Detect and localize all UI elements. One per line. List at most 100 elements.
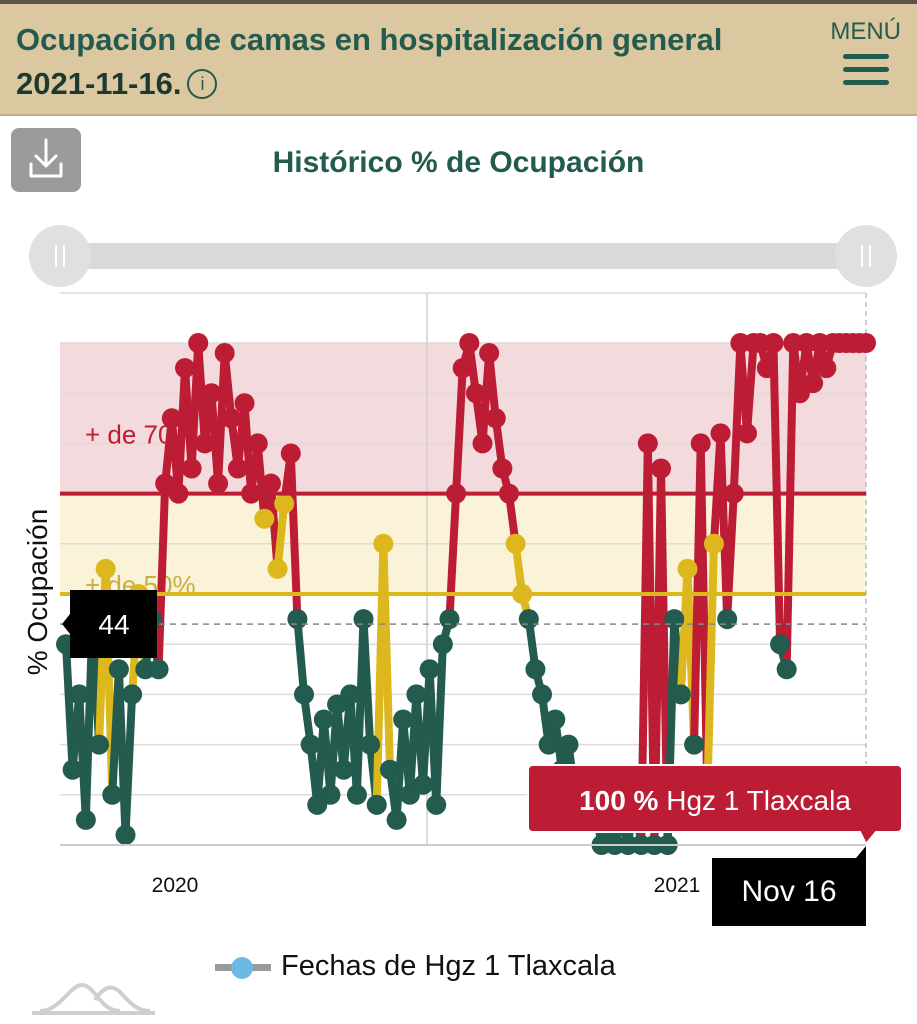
data-point[interactable] [148, 659, 169, 680]
data-point[interactable] [313, 709, 334, 730]
data-point[interactable] [816, 358, 837, 379]
title-date: 2021-11-16. [16, 66, 182, 101]
data-point[interactable] [505, 533, 526, 554]
page-title: Ocupación de camas en hospitalización ge… [16, 18, 806, 106]
data-point[interactable] [432, 634, 453, 655]
data-point[interactable] [670, 684, 691, 705]
legend-item[interactable]: Fechas de Hgz 1 Tlaxcala [215, 950, 616, 983]
series-segment [743, 342, 758, 434]
data-point[interactable] [227, 458, 248, 479]
data-point[interactable] [108, 659, 129, 680]
data-point[interactable] [413, 774, 434, 795]
data-point[interactable] [175, 358, 196, 379]
data-point[interactable] [651, 458, 672, 479]
data-point[interactable] [320, 784, 341, 805]
data-point[interactable] [333, 759, 354, 780]
data-point[interactable] [710, 423, 731, 444]
data-point[interactable] [69, 684, 90, 705]
data-point[interactable] [62, 759, 83, 780]
data-point[interactable] [161, 408, 182, 429]
chart-title: Histórico % de Ocupación [272, 146, 645, 179]
legend-label: Fechas de Hgz 1 Tlaxcala [281, 950, 616, 982]
data-point[interactable] [703, 533, 724, 554]
data-point[interactable] [465, 383, 486, 404]
data-point[interactable] [353, 609, 374, 630]
data-point[interactable] [684, 734, 705, 755]
range-handle-right[interactable] [835, 225, 897, 287]
data-point[interactable] [717, 609, 738, 630]
data-point[interactable] [102, 784, 123, 805]
data-point[interactable] [419, 659, 440, 680]
data-point[interactable] [406, 684, 427, 705]
data-point[interactable] [234, 393, 255, 414]
data-point[interactable] [287, 609, 308, 630]
data-point[interactable] [479, 343, 500, 364]
data-point[interactable] [763, 333, 784, 353]
range-slider-track[interactable] [60, 243, 866, 269]
data-point[interactable] [214, 343, 235, 364]
data-point[interactable] [538, 734, 559, 755]
data-point[interactable] [247, 433, 268, 454]
legend-symbol [215, 956, 271, 979]
data-point[interactable] [280, 443, 301, 464]
tooltip-box [527, 764, 903, 846]
data-point[interactable] [188, 333, 209, 353]
menu-button[interactable]: MENÚ [830, 18, 901, 85]
data-point[interactable] [803, 373, 824, 394]
data-point[interactable] [346, 784, 367, 805]
data-point[interactable] [525, 659, 546, 680]
data-point[interactable] [856, 333, 876, 353]
data-point[interactable] [221, 408, 242, 429]
data-point[interactable] [267, 558, 288, 579]
data-point[interactable] [360, 734, 381, 755]
data-point[interactable] [485, 408, 506, 429]
data-point[interactable] [181, 458, 202, 479]
menu-label: MENÚ [830, 18, 901, 45]
data-point[interactable] [532, 684, 553, 705]
data-point[interactable] [459, 333, 480, 353]
data-point[interactable] [340, 684, 361, 705]
data-point[interactable] [558, 734, 579, 755]
data-point[interactable] [776, 659, 797, 680]
data-point[interactable] [386, 809, 407, 830]
data-point[interactable] [492, 458, 513, 479]
data-point[interactable] [518, 609, 539, 630]
data-point[interactable] [373, 533, 394, 554]
data-point[interactable] [756, 358, 777, 379]
data-point[interactable] [260, 473, 281, 494]
data-point[interactable] [472, 433, 493, 454]
data-point[interactable] [452, 358, 473, 379]
data-point[interactable] [89, 734, 110, 755]
data-point[interactable] [201, 383, 222, 404]
data-point[interactable] [366, 794, 387, 815]
data-point[interactable] [379, 759, 400, 780]
data-point[interactable] [115, 824, 136, 845]
data-point[interactable] [439, 609, 460, 630]
data-point[interactable] [426, 794, 447, 815]
data-point[interactable] [75, 809, 96, 830]
series-segment [220, 352, 236, 419]
x-crosshair-label: Nov 16 [741, 875, 836, 908]
data-point[interactable] [664, 609, 685, 630]
data-point[interactable] [208, 473, 229, 494]
download-button[interactable] [11, 128, 81, 192]
data-point[interactable] [770, 634, 791, 655]
data-point[interactable] [95, 558, 116, 579]
data-point[interactable] [122, 684, 143, 705]
series-segment [723, 493, 738, 620]
info-icon[interactable]: i [187, 69, 218, 99]
tooltip-series: Hgz 1 Tlaxcala [666, 785, 851, 816]
data-point[interactable] [690, 433, 711, 454]
data-point[interactable] [300, 734, 321, 755]
data-point[interactable] [194, 433, 215, 454]
data-point[interactable] [254, 508, 275, 529]
data-point[interactable] [393, 709, 414, 730]
data-point[interactable] [736, 423, 757, 444]
data-point[interactable] [294, 684, 315, 705]
tooltip-text: 100 % Hgz 1 Tlaxcala [579, 785, 851, 816]
data-point[interactable] [545, 709, 566, 730]
data-point[interactable] [677, 558, 698, 579]
data-point[interactable] [274, 493, 295, 514]
data-point[interactable] [637, 433, 658, 454]
range-handle-left[interactable] [29, 225, 91, 287]
